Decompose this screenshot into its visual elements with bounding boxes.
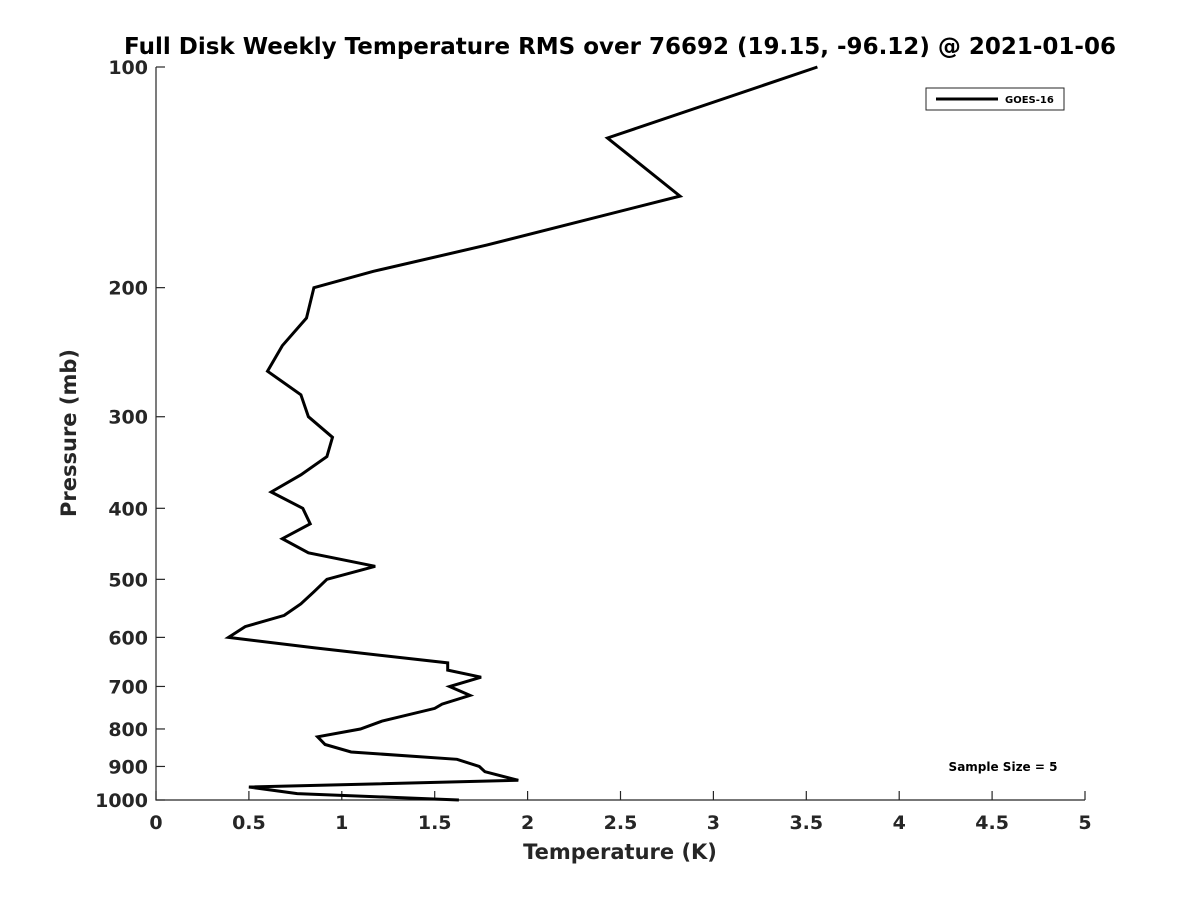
x-tick-label: 0.5 [232, 812, 266, 834]
y-tick-label: 900 [108, 756, 148, 778]
x-tick-label: 2 [521, 812, 534, 834]
x-axis-label: Temperature (K) [523, 840, 717, 864]
axes-frame [155, 67, 1085, 801]
x-tick-label: 4 [893, 812, 906, 834]
legend: GOES-16 [925, 87, 1065, 111]
y-tick-label: 700 [108, 676, 148, 698]
y-tick-label: 300 [108, 407, 148, 429]
y-tick-label: 400 [108, 498, 148, 520]
plot-area: 0 0.5 1 1.5 2 2.5 3 3.5 4 4.5 5 100 200 300 400 500 600… [95, 57, 1092, 834]
x-tick-label: 3 [707, 812, 720, 834]
legend-entry-goes-16: GOES-16 [1005, 95, 1054, 106]
y-tick-label: 1000 [95, 790, 148, 812]
x-tick-label: 1.5 [418, 812, 452, 834]
series-line-goes-16 [224, 65, 818, 802]
x-tick-label: 1 [335, 812, 348, 834]
chart-title: Full Disk Weekly Temperature RMS over 76… [124, 34, 1116, 60]
y-tick-label: 500 [108, 569, 148, 591]
y-tick-label: 800 [108, 719, 148, 741]
y-tick-label: 200 [108, 278, 148, 300]
x-tick-label: 2.5 [604, 812, 638, 834]
y-axis-label: Pressure (mb) [57, 349, 81, 517]
x-tick-label: 4.5 [975, 812, 1009, 834]
y-tick-label: 100 [108, 57, 148, 79]
x-tick-label: 3.5 [789, 812, 823, 834]
y-axis-ticks: 100 200 300 400 500 600 700 800 900 1000 [95, 57, 165, 812]
x-axis-ticks: 0 0.5 1 1.5 2 2.5 3 3.5 4 4.5 5 [149, 791, 1092, 834]
x-tick-label: 0 [149, 812, 162, 834]
x-tick-label: 5 [1078, 812, 1091, 834]
y-tick-label: 600 [108, 627, 148, 649]
sample-size-annotation: Sample Size = 5 [949, 760, 1058, 774]
